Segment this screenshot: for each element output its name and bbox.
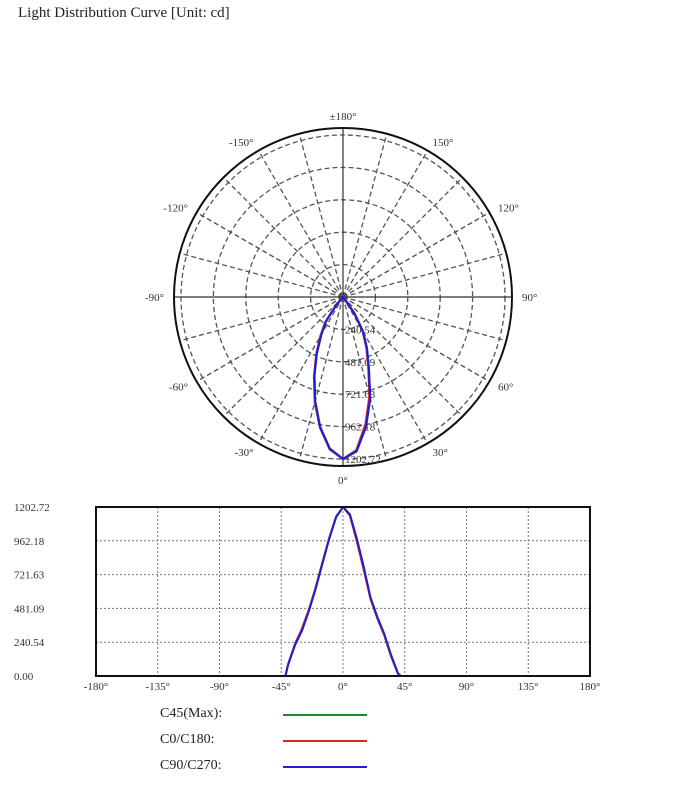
chart-title: Light Distribution Curve [Unit: cd] [18,5,230,21]
y-tick-label: 481.09 [14,603,45,615]
polar-spoke [223,296,344,417]
y-tick-label: 240.54 [14,637,45,649]
legend-label-c0: C0/C180: [160,732,215,747]
polar-spoke [342,252,507,298]
polar-spoke [342,177,463,298]
y-tick-label: 1202.72 [14,502,50,514]
polar-angle-label: -120° [163,203,188,215]
polar-spoke [196,211,344,298]
polar-spoke [342,296,388,461]
polar-radial-label: 481.09 [345,357,376,369]
x-tick-label: 180° [580,681,601,693]
polar-radial-label: 962.18 [345,422,376,434]
polar-angle-label: 30° [433,447,448,459]
x-tick-label: -90° [210,681,229,693]
polar-angle-label: -150° [229,137,254,149]
y-tick-label: 721.63 [14,570,45,582]
polar-spoke [257,150,344,298]
x-tick-label: 0° [338,681,348,693]
x-tick-label: 45° [397,681,412,693]
legend-label-c45: C45(Max): [160,706,223,721]
polar-spoke [179,252,344,298]
polar-spoke [342,296,507,342]
x-tick-label: -135° [145,681,170,693]
polar-angle-label: 120° [498,203,519,215]
polar-spoke [298,296,344,461]
polar-spoke [342,211,490,298]
polar-spoke [342,133,388,298]
polar-spoke [342,296,490,383]
polar-curve-c90-c270 [313,295,372,461]
polar-spoke [196,296,344,383]
polar-radial-label: 721.63 [345,389,376,401]
polar-spoke [223,177,344,298]
polar-spoke [179,296,344,342]
polar-spoke [342,150,429,298]
x-tick-label: -180° [84,681,109,693]
x-tick-label: 90° [459,681,474,693]
polar-angle-label: -90° [145,292,164,304]
polar-angle-label: 60° [498,382,513,394]
polar-radial-label: 1202.72 [345,454,381,466]
polar-spoke [257,296,344,444]
polar-angle-label: 150° [433,137,454,149]
plot-frame [95,506,591,677]
legend-label-c90: C90/C270: [160,758,222,773]
polar-spoke [298,133,344,298]
x-tick-label: -45° [272,681,291,693]
polar-angle-label: -30° [234,447,253,459]
polar-angle-label: 0° [338,475,348,487]
y-tick-label: 0.00 [14,671,34,683]
polar-angle-label: -60° [169,382,188,394]
polar-angle-label: 90° [522,292,537,304]
y-tick-label: 962.18 [14,536,45,548]
polar-spoke [342,296,463,417]
polar-angle-label: ±180° [330,111,357,123]
x-tick-label: 135° [518,681,539,693]
polar-outer-circle [173,127,513,467]
polar-radial-label: 240.54 [345,324,376,336]
